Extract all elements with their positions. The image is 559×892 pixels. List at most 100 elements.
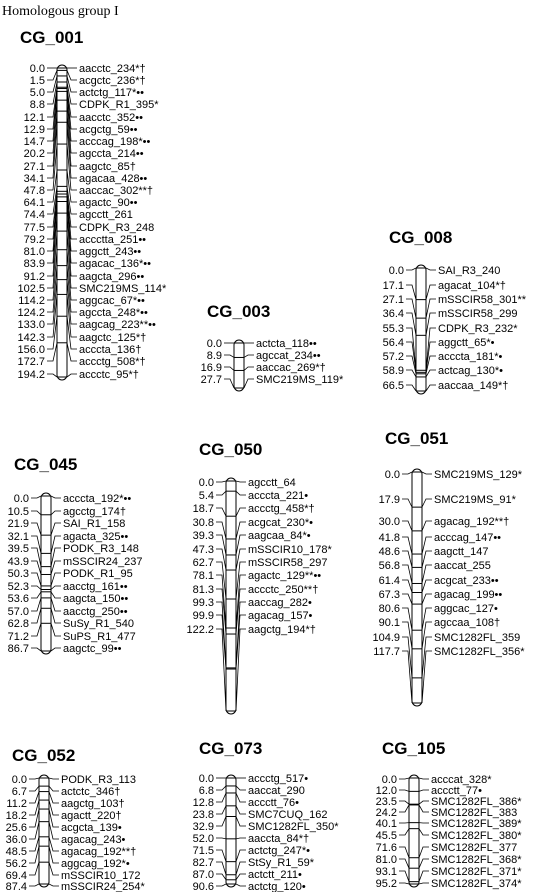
label-connector xyxy=(235,883,246,887)
marker-position: 5.0 xyxy=(30,87,45,99)
marker-position: 81.3 xyxy=(193,584,214,596)
marker-position: 12.9 xyxy=(24,124,45,136)
marker-label: aggcac_67*•• xyxy=(79,295,145,307)
marker-position: 114.2 xyxy=(18,295,45,307)
marker-label: aagctg_103† xyxy=(61,798,125,810)
label-connector xyxy=(66,191,77,228)
label-connector xyxy=(235,792,246,803)
label-connector xyxy=(48,821,59,840)
marker-position: 80.6 xyxy=(379,603,400,615)
marker-position: 57.2 xyxy=(383,351,404,363)
label-connector xyxy=(421,636,432,678)
marker-label: agactc_129**•• xyxy=(248,570,321,582)
label-connector xyxy=(50,535,61,554)
marker-position: 0.0 xyxy=(385,469,400,481)
marker-label: aaccac_302**† xyxy=(79,185,153,197)
chromosome-bar xyxy=(40,492,52,655)
marker-label: StSy_R1_59* xyxy=(248,857,315,869)
marker-label: SMC1282FL_386* xyxy=(431,796,522,808)
position-connector xyxy=(402,520,413,532)
marker-position: 47.3 xyxy=(193,544,214,556)
marker-position: 66.5 xyxy=(383,380,404,392)
marker-position: 53.6 xyxy=(8,593,29,605)
marker-label: accctg_517• xyxy=(248,773,308,785)
marker-label: agcctg_174† xyxy=(63,506,126,518)
position-connector xyxy=(402,471,413,475)
position-connector xyxy=(216,792,227,803)
label-connector xyxy=(50,647,61,652)
marker-label: agccta_248*•• xyxy=(79,307,148,319)
marker-position: 62.8 xyxy=(8,618,29,630)
label-connector xyxy=(66,279,77,325)
marker-label: aacctg_161•• xyxy=(63,581,128,593)
position-connector xyxy=(224,366,235,371)
marker-position: 52.3 xyxy=(8,581,29,593)
marker-position: 27.1 xyxy=(383,294,404,306)
marker-label: SuSy_R1_540 xyxy=(63,618,134,630)
label-connector xyxy=(66,342,77,362)
position-connector xyxy=(402,621,413,649)
label-connector xyxy=(48,791,59,804)
position-connector xyxy=(399,804,410,813)
position-connector xyxy=(216,628,227,712)
linkage-group-cg-052: CG_052 0.0 PODK_R3_113 6.7 actctc_346† 11.2 aa… xyxy=(6,746,146,892)
marker-position: 124.2 xyxy=(17,307,45,319)
marker-position: 78.1 xyxy=(193,570,214,582)
marker-position: 87.4 xyxy=(6,881,27,892)
marker-label: SMC1282FL_371* xyxy=(431,866,522,878)
linkage-group-cg-001: CG_001 0.0 aacctc_234*† 1.5 acgctc_236*† 5.0 a… xyxy=(17,28,166,381)
marker-label: aagctt_147 xyxy=(434,546,488,558)
chromosome-bar xyxy=(56,64,68,381)
marker-position: 99.9 xyxy=(193,610,214,622)
marker-position: 0.0 xyxy=(12,774,27,786)
marker-position: 43.9 xyxy=(8,556,29,568)
position-connector xyxy=(47,265,58,313)
marker-label: aacctg_250•• xyxy=(63,606,128,618)
position-connector xyxy=(402,498,413,508)
label-connector xyxy=(50,623,61,637)
marker-label: aaccta_84*† xyxy=(248,833,309,845)
group-title: CG_008 xyxy=(389,228,452,247)
label-connector xyxy=(421,607,432,631)
marker-position: 6.8 xyxy=(199,785,214,797)
marker-label: agccta_214•• xyxy=(79,148,144,160)
label-connector xyxy=(66,294,77,338)
position-connector xyxy=(402,536,413,555)
position-connector xyxy=(406,384,417,392)
position-connector xyxy=(224,378,235,389)
marker-position: 6.7 xyxy=(12,786,27,798)
label-connector xyxy=(66,193,77,240)
position-connector xyxy=(402,650,413,704)
marker-label: acccag_147•• xyxy=(434,532,501,544)
position-connector xyxy=(406,298,417,319)
position-connector xyxy=(216,490,227,496)
marker-position: 77.5 xyxy=(24,222,45,234)
position-connector xyxy=(216,588,227,635)
marker-position: 90.1 xyxy=(379,617,400,629)
label-connector xyxy=(421,650,432,704)
position-connector xyxy=(216,574,227,629)
label-connector xyxy=(425,284,436,300)
marker-position: 52.0 xyxy=(193,833,214,845)
marker-position: 47.8 xyxy=(24,185,45,197)
marker-label: acccta_221• xyxy=(248,490,308,502)
label-connector xyxy=(425,312,436,336)
chromosome-bar xyxy=(411,468,423,707)
marker-label: aggctt_243•• xyxy=(79,246,141,258)
chromosome-bar xyxy=(408,774,420,888)
position-connector xyxy=(31,585,42,590)
label-connector xyxy=(66,169,77,203)
marker-position: 45.5 xyxy=(376,830,397,842)
marker-position: 48.6 xyxy=(379,546,400,558)
position-connector xyxy=(31,623,42,637)
marker-position: 36.4 xyxy=(383,308,404,320)
marker-label: agacac_136*•• xyxy=(79,258,151,270)
label-connector xyxy=(66,81,77,105)
label-connector xyxy=(425,355,436,374)
marker-position: 71.6 xyxy=(376,842,397,854)
marker-label: agacag_192**† xyxy=(61,846,136,858)
marker-label: agccat_234•• xyxy=(256,350,321,362)
marker-label: agacag_243• xyxy=(61,834,126,846)
position-connector xyxy=(47,191,58,228)
marker-label: aaccac_269*† xyxy=(256,362,326,374)
